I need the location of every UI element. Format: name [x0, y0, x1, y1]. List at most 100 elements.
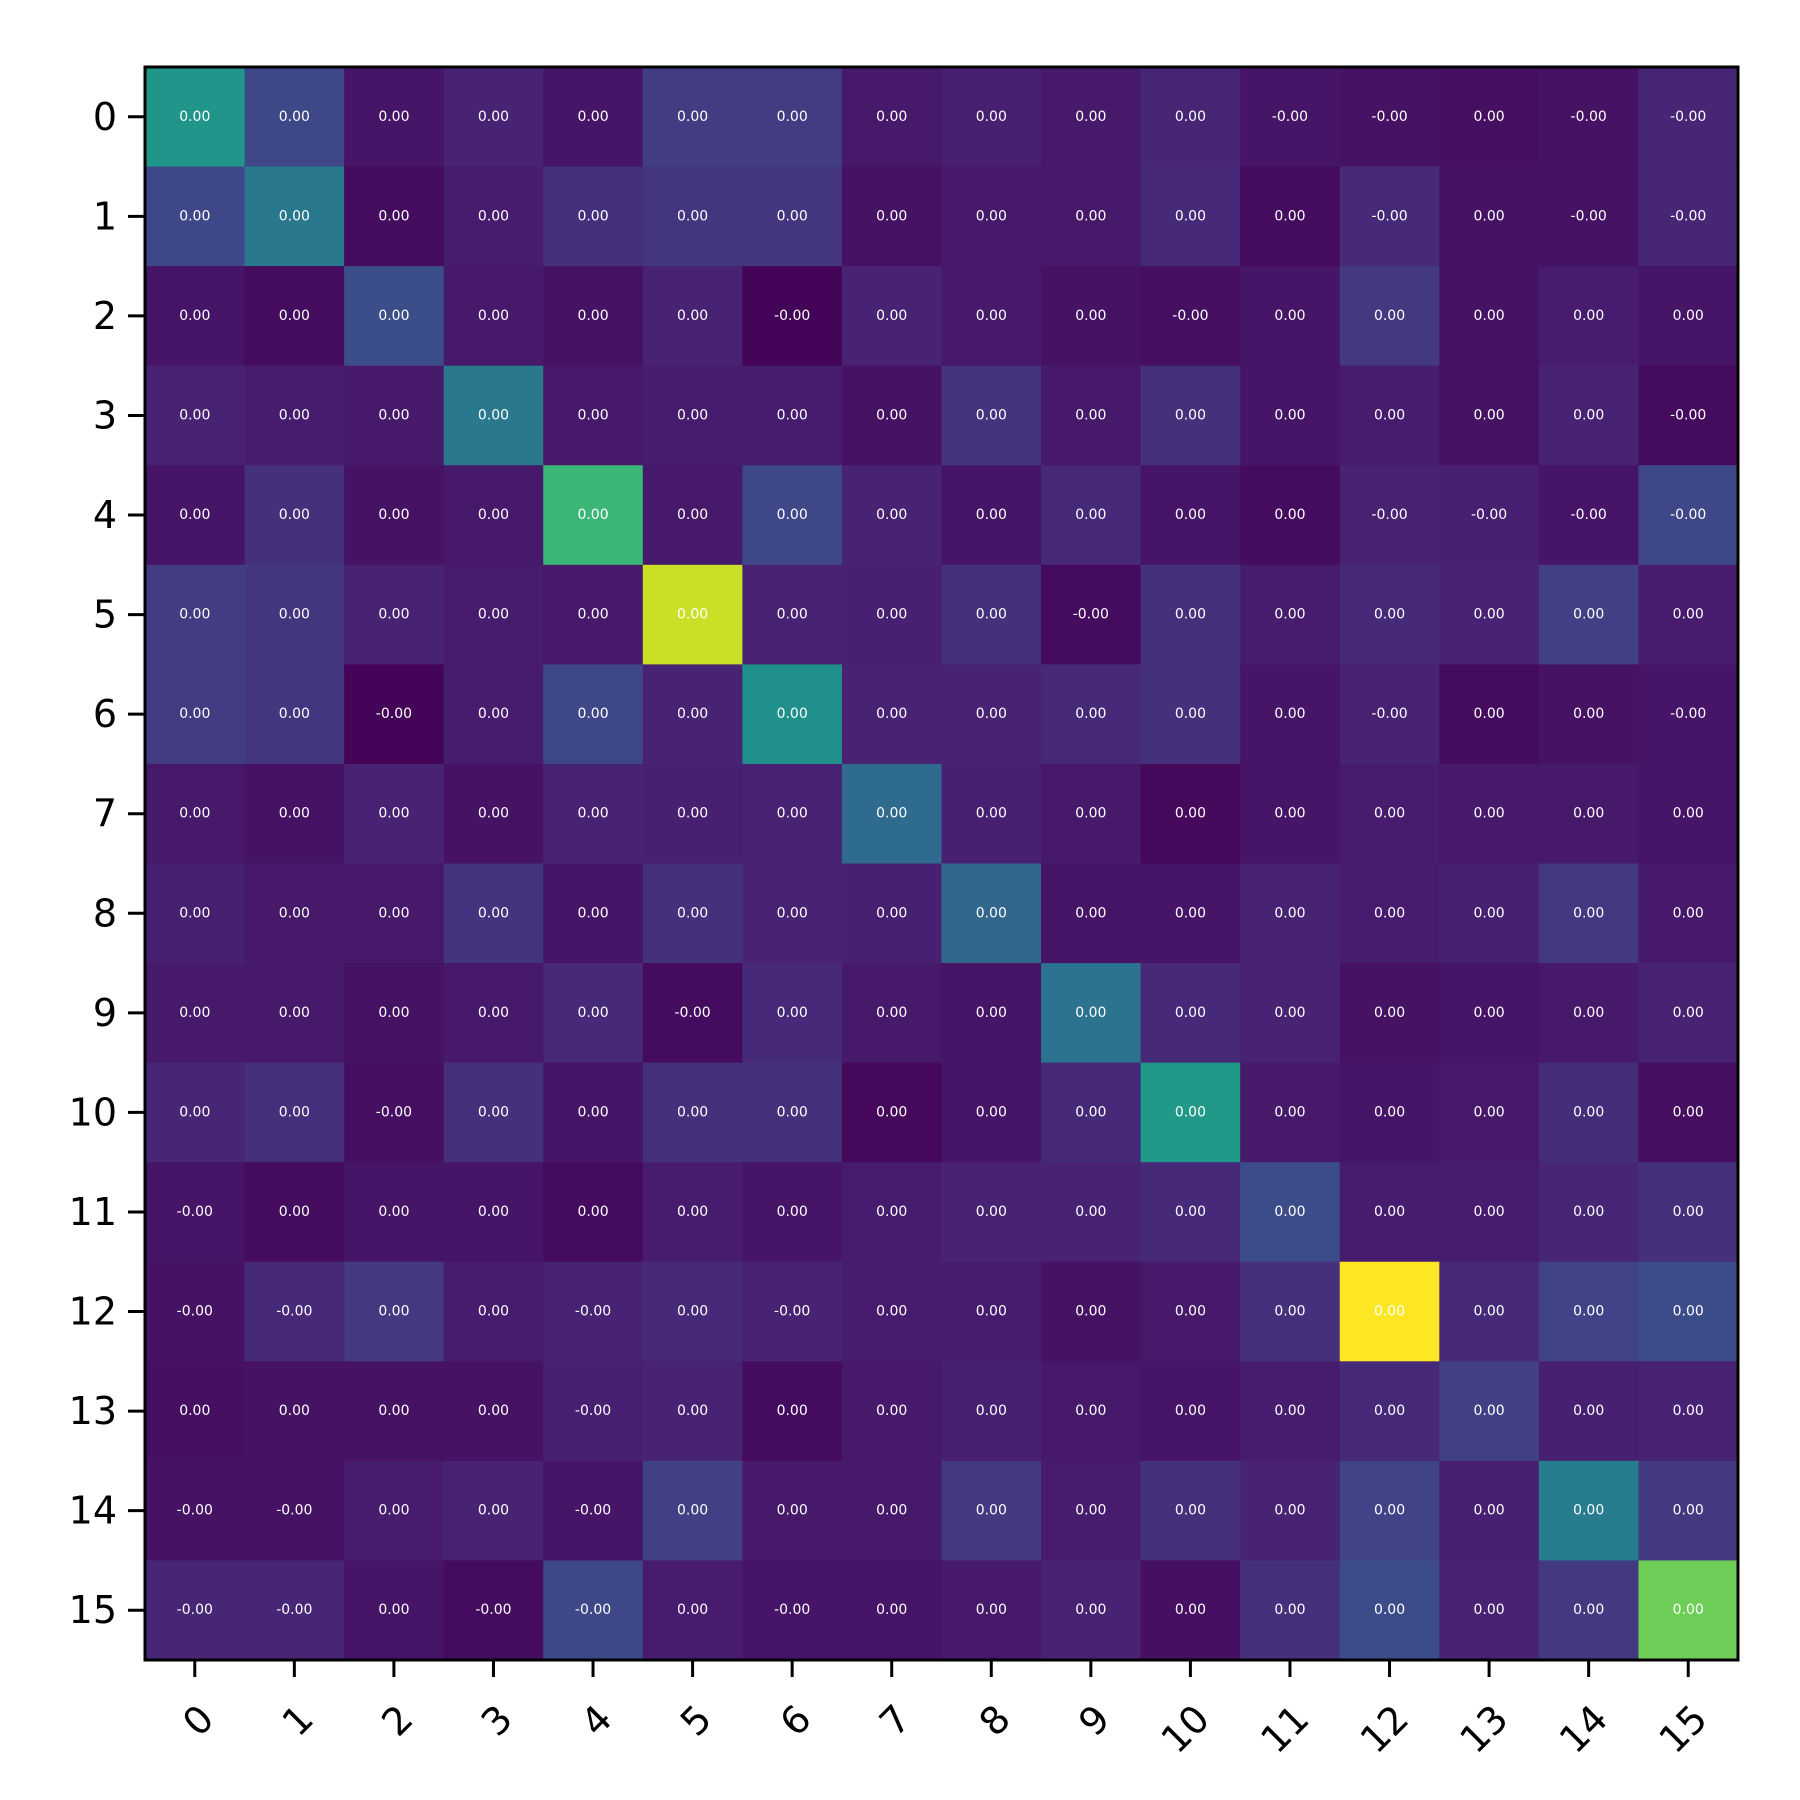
cell-value-label-11-10: 0.00: [1175, 1204, 1206, 1220]
x-tick-label-5: 5: [672, 1696, 720, 1744]
heatmap-cell-11-9: [1041, 1162, 1142, 1263]
cell-value-label-10-14: 0.00: [1573, 1104, 1604, 1120]
cell-value-label-4-7: 0.00: [876, 507, 907, 523]
cell-value-label-2-9: 0.00: [1075, 308, 1106, 324]
cell-value-label-14-3: 0.00: [478, 1503, 509, 1519]
cell-value-label-8-11: 0.00: [1274, 905, 1305, 921]
cell-value-label-5-2: 0.00: [378, 607, 409, 623]
cell-value-label-9-11: 0.00: [1274, 1005, 1305, 1021]
heatmap-cell-10-10: [1140, 1062, 1241, 1163]
cell-value-label-8-13: 0.00: [1474, 905, 1505, 921]
cell-value-label-12-1: -0.00: [276, 1304, 312, 1320]
cell-value-label-13-4: -0.00: [575, 1403, 611, 1419]
cell-value-label-13-2: 0.00: [378, 1403, 409, 1419]
heatmap-cell-3-1: [244, 365, 345, 466]
cell-value-label-11-14: 0.00: [1573, 1204, 1604, 1220]
cell-value-label-9-15: 0.00: [1673, 1005, 1704, 1021]
cell-value-label-6-15: -0.00: [1670, 706, 1706, 722]
heatmap-cell-6-14: [1538, 664, 1640, 765]
heatmap-cell-9-2: [344, 963, 445, 1064]
heatmap-cell-9-10: [1140, 963, 1241, 1064]
heatmap-cell-12-14: [1538, 1261, 1640, 1362]
cell-value-label-3-9: 0.00: [1075, 407, 1106, 423]
cell-value-label-1-12: -0.00: [1371, 208, 1407, 224]
heatmap-cell-2-14: [1538, 266, 1640, 367]
x-tick-label-12: 12: [1352, 1696, 1417, 1761]
heatmap-cell-15-10: [1140, 1560, 1241, 1661]
heatmap-cell-0-0: [145, 67, 246, 168]
heatmap-cell-6-12: [1339, 664, 1440, 765]
cell-value-label-5-14: 0.00: [1573, 607, 1604, 623]
y-tick-label-6: 6: [93, 692, 117, 736]
cell-value-label-13-13: 0.00: [1474, 1403, 1505, 1419]
heatmap-cell-5-8: [941, 564, 1042, 665]
y-tick-label-15: 15: [69, 1588, 117, 1632]
heatmap-cell-14-3: [443, 1460, 544, 1562]
heatmap-cell-13-5: [642, 1361, 743, 1462]
cell-value-label-3-8: 0.00: [976, 407, 1007, 423]
heatmap-cell-0-7: [841, 67, 943, 168]
heatmap-cell-9-5: [642, 963, 743, 1064]
heatmap-cell-9-15: [1638, 963, 1739, 1064]
heatmap-cell-0-1: [244, 67, 345, 168]
cell-value-label-8-4: 0.00: [577, 905, 608, 921]
heatmap-cell-13-13: [1439, 1361, 1540, 1462]
cell-value-label-11-13: 0.00: [1474, 1204, 1505, 1220]
cell-value-label-7-14: 0.00: [1573, 806, 1604, 822]
cell-value-label-3-1: 0.00: [279, 407, 310, 423]
heatmap-cell-6-4: [543, 664, 644, 765]
cell-value-label-9-10: 0.00: [1175, 1005, 1206, 1021]
heatmap-cell-15-5: [642, 1560, 743, 1661]
heatmap-cell-8-1: [244, 863, 345, 964]
cell-value-label-8-9: 0.00: [1075, 905, 1106, 921]
heatmap-cell-8-0: [145, 863, 246, 964]
cell-value-label-13-3: 0.00: [478, 1403, 509, 1419]
heatmap-cell-5-15: [1638, 564, 1739, 665]
heatmap-cell-15-8: [941, 1560, 1042, 1661]
cell-value-label-6-11: 0.00: [1274, 706, 1305, 722]
heatmap-cell-5-3: [443, 564, 544, 665]
heatmap-cell-3-5: [642, 365, 743, 466]
cell-value-label-13-10: 0.00: [1175, 1403, 1206, 1419]
cell-value-label-15-2: 0.00: [378, 1602, 409, 1618]
cell-value-label-8-14: 0.00: [1573, 905, 1604, 921]
cell-value-label-1-8: 0.00: [976, 208, 1007, 224]
cell-value-label-9-13: 0.00: [1474, 1005, 1505, 1021]
heatmap-cell-15-6: [742, 1560, 843, 1661]
heatmap-cell-9-1: [244, 963, 345, 1064]
heatmap-cell-15-12: [1339, 1560, 1440, 1661]
y-tick-label-2: 2: [93, 294, 117, 338]
cell-value-label-14-8: 0.00: [976, 1503, 1007, 1519]
cell-value-label-2-6: -0.00: [774, 308, 810, 324]
heatmap-cell-15-3: [443, 1560, 544, 1661]
cell-value-label-6-5: 0.00: [677, 706, 708, 722]
heatmap-cell-7-4: [543, 763, 644, 865]
heatmap-cell-1-1: [244, 166, 345, 267]
cell-value-label-4-14: -0.00: [1571, 507, 1607, 523]
heatmap-cell-10-4: [543, 1062, 644, 1163]
cell-value-label-7-0: 0.00: [179, 806, 210, 822]
heatmap-cell-7-10: [1140, 763, 1241, 865]
cell-value-label-6-2: -0.00: [376, 706, 412, 722]
y-tick-label-12: 12: [69, 1290, 117, 1334]
heatmap-cell-13-10: [1140, 1361, 1241, 1462]
heatmap-cell-8-9: [1041, 863, 1142, 964]
heatmap-cell-15-13: [1439, 1560, 1540, 1661]
cell-value-label-13-8: 0.00: [976, 1403, 1007, 1419]
cell-value-label-8-15: 0.00: [1673, 905, 1704, 921]
heatmap-cell-8-6: [742, 863, 843, 964]
cell-value-label-2-15: 0.00: [1673, 308, 1704, 324]
cell-value-label-1-14: -0.00: [1571, 208, 1607, 224]
cell-value-label-8-6: 0.00: [777, 905, 808, 921]
heatmap-cell-2-2: [344, 266, 445, 367]
y-tick-label-7: 7: [93, 792, 117, 836]
heatmap-cell-12-2: [344, 1261, 445, 1362]
cell-value-label-12-2: 0.00: [378, 1304, 409, 1320]
heatmap-cell-7-11: [1240, 763, 1341, 865]
heatmap-cell-3-2: [344, 365, 445, 466]
cell-value-label-8-2: 0.00: [378, 905, 409, 921]
cell-value-label-3-3: 0.00: [478, 407, 509, 423]
cell-value-label-15-14: 0.00: [1573, 1602, 1604, 1618]
heatmap-cell-6-2: [344, 664, 445, 765]
cell-value-label-4-0: 0.00: [179, 507, 210, 523]
